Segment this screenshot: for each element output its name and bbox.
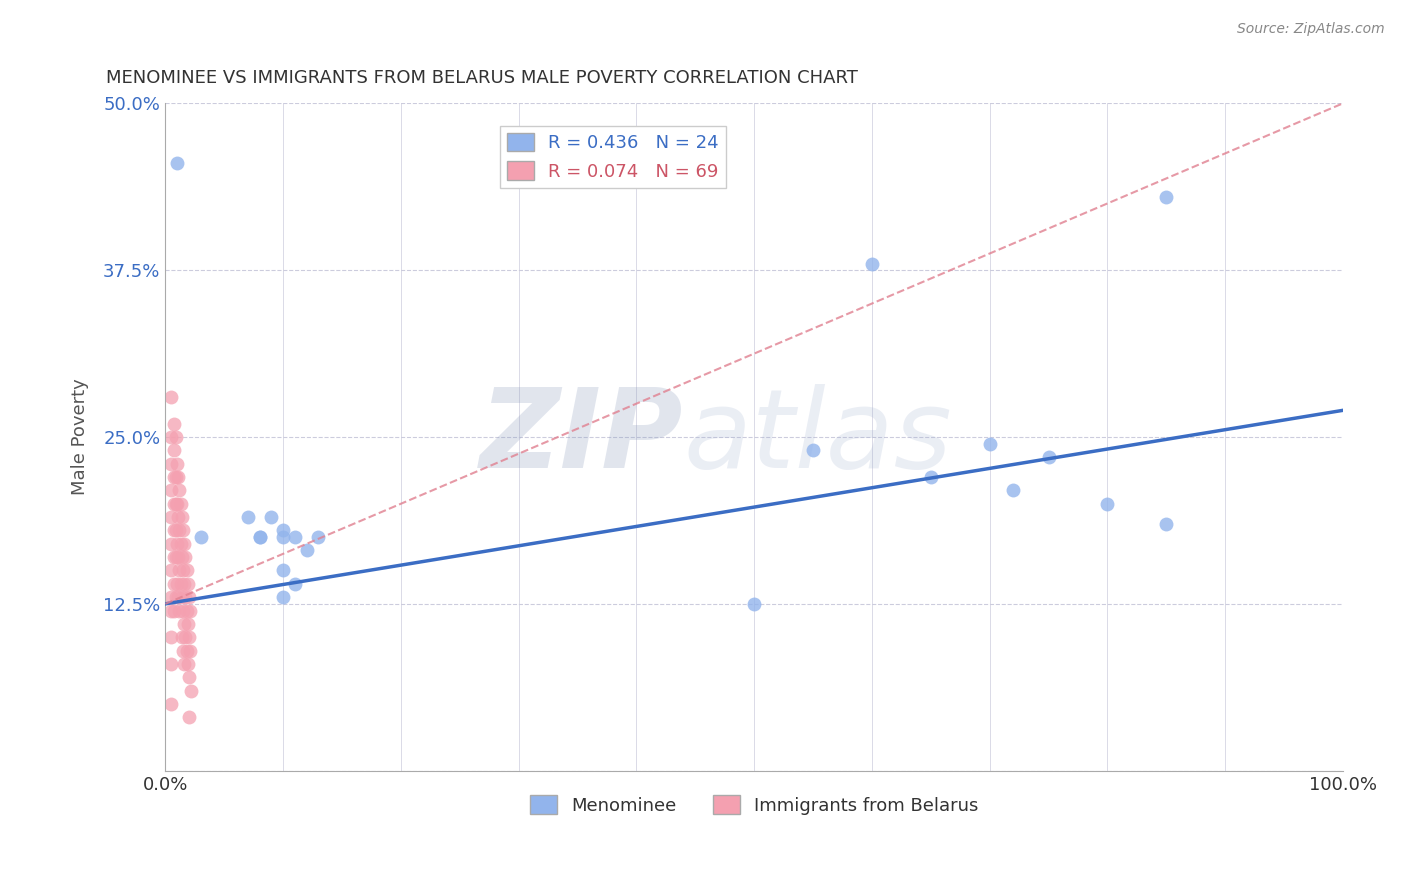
Point	[173, 577, 195, 591]
Point	[174, 550, 197, 565]
Point	[271, 564, 294, 578]
Point	[179, 603, 201, 617]
Point	[170, 590, 193, 604]
Point	[260, 510, 283, 524]
Point	[166, 457, 188, 471]
Point	[165, 470, 187, 484]
Point	[177, 630, 200, 644]
Point	[177, 670, 200, 684]
Point	[165, 550, 187, 565]
Point	[271, 590, 294, 604]
Point	[176, 603, 198, 617]
Point	[167, 590, 190, 604]
Point	[170, 630, 193, 644]
Point	[177, 657, 200, 671]
Point	[162, 603, 184, 617]
Text: atlas: atlas	[683, 384, 952, 491]
Y-axis label: Male Poverty: Male Poverty	[72, 378, 89, 495]
Point	[177, 577, 200, 591]
Point	[172, 603, 194, 617]
Point	[180, 683, 202, 698]
Point	[162, 550, 184, 565]
Point	[169, 603, 191, 617]
Point	[172, 643, 194, 657]
Point	[167, 470, 190, 484]
Point	[307, 530, 329, 544]
Point	[160, 510, 183, 524]
Text: Source: ZipAtlas.com: Source: ZipAtlas.com	[1237, 22, 1385, 37]
Point	[177, 590, 200, 604]
Point	[162, 524, 184, 538]
Point	[162, 497, 184, 511]
Point	[179, 643, 201, 657]
Point	[167, 550, 190, 565]
Point	[236, 510, 259, 524]
Point	[170, 550, 193, 565]
Point	[167, 510, 190, 524]
Point	[177, 616, 200, 631]
Point	[162, 443, 184, 458]
Point	[160, 630, 183, 644]
Point	[271, 530, 294, 544]
Point	[176, 643, 198, 657]
Point	[170, 497, 193, 511]
Point	[174, 630, 197, 644]
Point	[173, 657, 195, 671]
Point	[169, 524, 191, 538]
Point	[165, 524, 187, 538]
Point	[979, 436, 1001, 450]
Point	[166, 537, 188, 551]
Point	[172, 564, 194, 578]
Point	[162, 470, 184, 484]
Point	[801, 443, 824, 458]
Point	[162, 417, 184, 431]
Point	[742, 597, 765, 611]
Point	[160, 603, 183, 617]
Point	[1156, 516, 1178, 531]
Point	[170, 577, 193, 591]
Point	[173, 616, 195, 631]
Point	[249, 530, 271, 544]
Text: ZIP: ZIP	[479, 384, 683, 491]
Point	[1002, 483, 1025, 498]
Point	[160, 564, 183, 578]
Point	[160, 390, 183, 404]
Point	[165, 430, 187, 444]
Point	[190, 530, 212, 544]
Point	[160, 590, 183, 604]
Point	[166, 577, 188, 591]
Point	[295, 543, 318, 558]
Point	[249, 530, 271, 544]
Point	[174, 590, 197, 604]
Point	[160, 697, 183, 711]
Point	[170, 510, 193, 524]
Point	[1097, 497, 1119, 511]
Point	[160, 483, 183, 498]
Point	[271, 524, 294, 538]
Point	[166, 156, 188, 170]
Point	[177, 710, 200, 724]
Point	[176, 564, 198, 578]
Point	[160, 457, 183, 471]
Point	[860, 256, 883, 270]
Point	[162, 577, 184, 591]
Point	[166, 497, 188, 511]
Point	[160, 537, 183, 551]
Point	[169, 564, 191, 578]
Point	[284, 577, 307, 591]
Point	[160, 430, 183, 444]
Point	[170, 537, 193, 551]
Point	[920, 470, 942, 484]
Legend: Menominee, Immigrants from Belarus: Menominee, Immigrants from Belarus	[523, 788, 986, 822]
Point	[160, 657, 183, 671]
Text: MENOMINEE VS IMMIGRANTS FROM BELARUS MALE POVERTY CORRELATION CHART: MENOMINEE VS IMMIGRANTS FROM BELARUS MAL…	[107, 69, 858, 87]
Point	[284, 530, 307, 544]
Point	[173, 537, 195, 551]
Point	[169, 483, 191, 498]
Point	[172, 524, 194, 538]
Point	[165, 497, 187, 511]
Point	[165, 590, 187, 604]
Point	[1156, 190, 1178, 204]
Point	[1038, 450, 1060, 464]
